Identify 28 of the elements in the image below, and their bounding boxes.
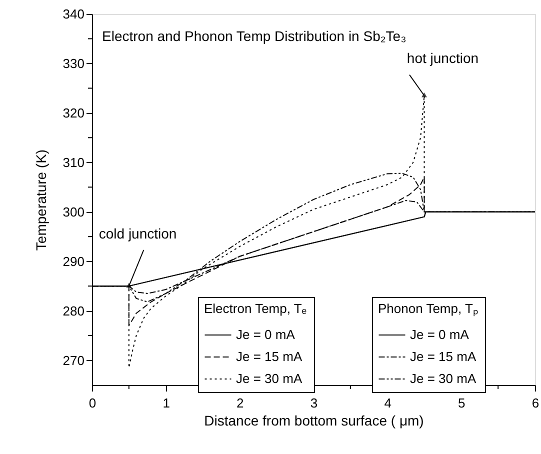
y-axis-title: Temperature (K)	[32, 149, 49, 251]
x-tick-label: 2	[236, 396, 244, 410]
text: Electron Temp, Tₑ	[204, 301, 307, 316]
x-tick-label: 4	[384, 396, 392, 410]
x-tick-label: 0	[88, 396, 96, 410]
legend-label: Je = 15 mA	[410, 349, 476, 364]
legend-label: Je = 30 mA	[410, 371, 476, 386]
legend-label: Je = 0 mA	[410, 327, 470, 342]
x-tick-label: 6	[532, 396, 540, 410]
legend-label: Je = 15 mA	[236, 349, 302, 364]
legend-label: Je = 0 mA	[236, 327, 296, 342]
legend-label: Je = 30 mA	[236, 371, 302, 386]
x-tick-label: 3	[310, 396, 318, 410]
annotation: cold junction	[98, 226, 177, 242]
y-tick-label: 270	[62, 352, 84, 368]
y-tick-label: 280	[62, 303, 84, 318]
x-axis-title: Distance from bottom surface ( μm)	[204, 412, 424, 428]
text: Phonon Temp, Tₚ	[378, 301, 478, 316]
y-tick-label: 340	[62, 6, 84, 22]
y-tick-label: 290	[62, 254, 84, 269]
y-tick-label: 300	[62, 204, 84, 220]
y-tick-label: 330	[62, 56, 84, 71]
y-tick-label: 310	[62, 154, 84, 170]
x-tick-label: 1	[162, 396, 170, 410]
y-tick-label: 320	[62, 105, 84, 120]
annotation: hot junction	[406, 50, 479, 66]
x-tick-label: 5	[458, 396, 466, 410]
text: Electron and Phonon Temp Distribution in Sb₂Te₃	[102, 28, 406, 44]
